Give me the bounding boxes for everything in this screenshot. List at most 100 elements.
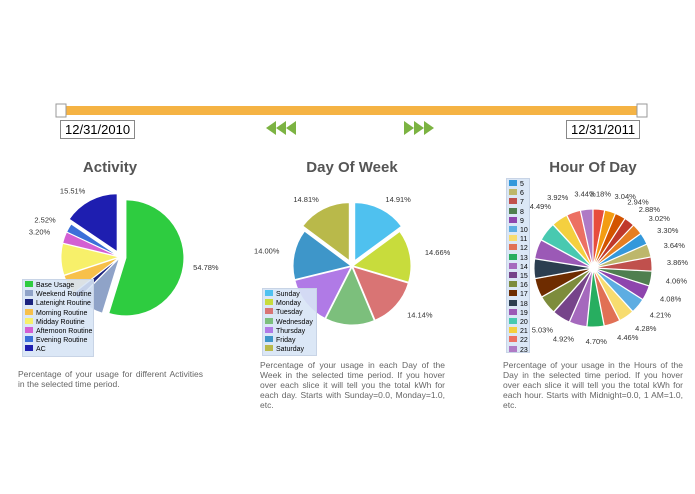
- legend-item[interactable]: Sunday: [265, 290, 314, 299]
- slice-label: 4.92%: [553, 335, 575, 344]
- legend-swatch: [25, 327, 33, 334]
- legend-label: 17: [520, 291, 528, 299]
- legend-swatch: [509, 244, 517, 251]
- slice-label: 14.81%: [293, 195, 319, 204]
- legend-label: Sunday: [276, 291, 300, 298]
- legend-label: 5: [520, 181, 524, 189]
- legend: Sunday Monday Tuesday Wednesday Thursday Frid…: [262, 288, 317, 357]
- legend-swatch: [265, 336, 273, 343]
- legend-swatch: [509, 180, 517, 187]
- slice-label: 4.46%: [617, 333, 639, 342]
- legend-label: Friday: [276, 337, 296, 345]
- legend-item[interactable]: Monday: [265, 299, 314, 308]
- legend-swatch: [509, 299, 517, 306]
- slice-label: 3.44%: [574, 189, 596, 198]
- legend-label: 4: [520, 178, 524, 179]
- legend-item[interactable]: 23: [509, 345, 528, 352]
- start-date[interactable]: 12/31/2010: [60, 120, 136, 139]
- pie-slice: [292, 230, 353, 281]
- legend-item[interactable]: Afternoon Routine: [25, 327, 93, 336]
- legend-item[interactable]: AC: [25, 345, 91, 354]
- legend-list: Base Usage Weekend Routine Latenight Routi…: [25, 281, 93, 355]
- legend: Base Usage Weekend Routine Latenight Routi…: [22, 279, 94, 357]
- legend-swatch: [509, 345, 517, 352]
- legend-item[interactable]: 15: [509, 272, 528, 281]
- legend-item[interactable]: 20: [509, 318, 528, 327]
- legend-swatch: [25, 317, 33, 324]
- slice-label: 3.04%: [615, 192, 637, 201]
- legend-label: 12: [520, 245, 528, 253]
- legend-item[interactable]: 22: [509, 336, 528, 345]
- caption: Percentage of your usage in the Hours of…: [503, 360, 683, 410]
- legend-item[interactable]: 13: [509, 253, 528, 263]
- legend-swatch: [509, 336, 517, 343]
- legend-item[interactable]: Thursday: [265, 326, 314, 336]
- legend-item[interactable]: Morning Routine: [25, 308, 91, 318]
- end-date[interactable]: 12/31/2011: [566, 120, 641, 139]
- legend-label: AC: [36, 346, 46, 354]
- legend-item[interactable]: Midday Routine: [25, 317, 91, 327]
- legend-swatch: [509, 308, 517, 315]
- legend-item[interactable]: 14: [509, 262, 528, 272]
- slice-label: 4.06%: [666, 276, 688, 285]
- legend-item[interactable]: 19: [509, 308, 528, 318]
- pie-slice: [351, 265, 409, 321]
- legend-item[interactable]: 21: [509, 327, 528, 336]
- caption: Percentage of your usage for different A…: [18, 369, 203, 389]
- legend-swatch: [509, 318, 517, 325]
- legend-item[interactable]: 12: [509, 244, 528, 253]
- legend-item[interactable]: 7: [509, 198, 527, 207]
- legend-item[interactable]: Weekend Routine: [25, 290, 92, 299]
- slice-label: 2.52%: [34, 215, 56, 224]
- back-arrows[interactable]: [266, 121, 296, 135]
- slice-label: 14.91%: [385, 195, 411, 204]
- legend-item[interactable]: Saturday: [265, 345, 314, 354]
- legend-item[interactable]: 18: [509, 299, 528, 309]
- legend-swatch: [509, 272, 517, 279]
- slice-label: 14.00%: [254, 246, 280, 255]
- chart-title: Day Of Week: [306, 159, 398, 176]
- legend-item[interactable]: Friday: [265, 336, 314, 345]
- legend-item[interactable]: 6: [509, 189, 527, 198]
- legend-item[interactable]: 10: [509, 226, 528, 235]
- slider-handle[interactable]: [636, 103, 648, 118]
- legend-label: Monday: [276, 300, 301, 308]
- slice-label: 54.78%: [193, 263, 219, 272]
- legend-label: 14: [520, 263, 528, 271]
- legend-item[interactable]: Base Usage: [25, 281, 91, 290]
- legend-item[interactable]: Wednesday: [265, 317, 314, 327]
- legend-item[interactable]: 9: [509, 216, 527, 226]
- legend-item[interactable]: Latenight Routine: [25, 299, 91, 308]
- chart-title: Activity: [83, 159, 138, 176]
- legend-item[interactable]: Tuesday: [265, 308, 314, 317]
- forward-arrows[interactable]: [404, 121, 434, 135]
- legend-swatch: [509, 216, 517, 223]
- legend-label: 21: [520, 328, 528, 336]
- slice-label: 3.02%: [649, 214, 671, 223]
- legend-label: Afternoon Routine: [36, 328, 93, 336]
- legend-label: 20: [520, 319, 528, 327]
- slice-label: 3.86%: [667, 258, 689, 267]
- slice-label: 15.51%: [60, 187, 86, 196]
- slice-label: 4.70%: [586, 337, 608, 346]
- caption: Percentage of your usage in each Day of …: [260, 360, 445, 410]
- legend-label: 10: [520, 227, 528, 235]
- slice-label: 3.20%: [29, 227, 51, 236]
- slider-handle[interactable]: [55, 103, 67, 118]
- legend-item[interactable]: 11: [509, 235, 527, 244]
- legend-item[interactable]: 17: [509, 290, 528, 299]
- legend-item[interactable]: 16: [509, 281, 528, 290]
- legend-label: Weekend Routine: [36, 291, 92, 299]
- legend-swatch: [509, 281, 517, 288]
- slider-track[interactable]: [62, 106, 642, 115]
- pie-slice: [65, 223, 120, 257]
- pie-slice: [108, 199, 185, 317]
- legend-item[interactable]: 8: [509, 207, 527, 217]
- legend-item[interactable]: 5: [509, 180, 527, 189]
- legend-item[interactable]: Evening Routine: [25, 336, 91, 345]
- slice-label: 4.08%: [660, 294, 682, 303]
- slice-label: 4.21%: [650, 311, 672, 320]
- legend-label: 16: [520, 282, 528, 290]
- legend-label: 9: [520, 217, 524, 225]
